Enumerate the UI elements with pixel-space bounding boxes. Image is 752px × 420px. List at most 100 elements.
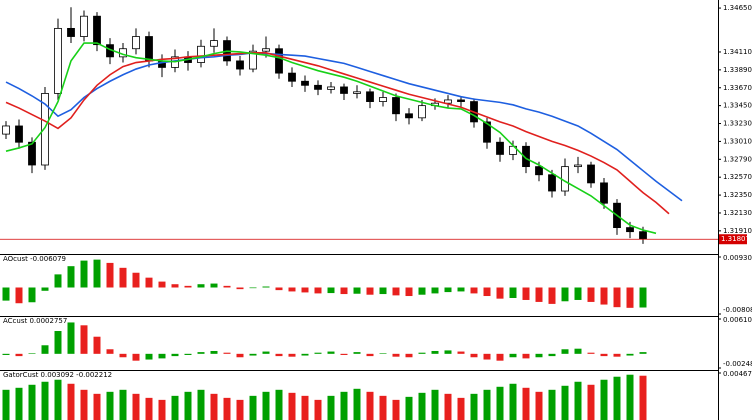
histogram-bar xyxy=(15,353,23,357)
histogram-bar xyxy=(314,399,322,420)
candle-body xyxy=(41,93,49,166)
histogram-bar xyxy=(457,287,465,292)
histogram-bar xyxy=(366,287,374,295)
histogram-bar xyxy=(262,391,270,420)
y-tick-label: 1.32790 xyxy=(723,155,752,163)
histogram-bar xyxy=(197,389,205,420)
histogram-bar xyxy=(132,393,140,420)
histogram-bar xyxy=(639,352,647,354)
histogram-bar xyxy=(431,350,439,354)
histogram-bar xyxy=(431,389,439,420)
histogram-bar xyxy=(236,399,244,420)
y-tick-label: 0.004670 xyxy=(723,370,752,378)
histogram-bar xyxy=(197,284,205,288)
histogram-bar xyxy=(444,350,452,354)
histogram-bar xyxy=(444,287,452,293)
histogram-bar xyxy=(41,345,49,354)
histogram-bar xyxy=(496,287,504,299)
histogram-bar xyxy=(145,397,153,420)
histogram-bar xyxy=(548,353,556,357)
histogram-bar xyxy=(314,352,322,354)
candle-body xyxy=(535,166,543,176)
histogram-bar xyxy=(535,391,543,420)
histogram-bar xyxy=(509,287,517,298)
histogram-bar xyxy=(132,353,140,361)
y-tick-label: 1.34110 xyxy=(723,48,752,56)
price-label-box xyxy=(719,234,747,245)
histogram-bar xyxy=(80,260,88,288)
histogram-bar xyxy=(275,353,283,357)
histogram-bar xyxy=(405,353,413,358)
candle-body xyxy=(2,125,10,135)
histogram-bar xyxy=(249,353,257,356)
histogram-bar xyxy=(509,383,517,420)
histogram-bar xyxy=(613,376,621,420)
histogram-bar xyxy=(496,386,504,420)
candle-body xyxy=(483,121,491,143)
histogram-bar xyxy=(587,384,595,420)
histogram-bar xyxy=(353,352,361,354)
candle-body xyxy=(67,27,75,37)
histogram-bar xyxy=(639,287,647,308)
histogram-bar xyxy=(340,391,348,420)
candle-body xyxy=(197,45,205,63)
alligator-line xyxy=(5,51,683,202)
histogram-bar xyxy=(223,397,231,420)
histogram-bar xyxy=(561,287,569,302)
histogram-bar xyxy=(366,353,374,357)
y-tick-label: 1.33230 xyxy=(723,120,752,128)
candle-body xyxy=(340,86,348,94)
histogram-bar xyxy=(366,391,374,420)
histogram-bar xyxy=(28,287,36,303)
histogram-bar xyxy=(158,399,166,420)
histogram-bar xyxy=(574,381,582,420)
histogram-bar xyxy=(171,284,179,288)
panel-title: GatorCust 0.003092 -0.002212 xyxy=(3,371,112,379)
histogram-bar xyxy=(249,287,257,289)
candle-body xyxy=(574,164,582,168)
histogram-bar xyxy=(54,331,62,354)
histogram-bar xyxy=(2,287,10,301)
histogram-bar xyxy=(483,287,491,297)
histogram-bar xyxy=(28,353,36,354)
histogram-bar xyxy=(106,391,114,420)
histogram-bar xyxy=(80,389,88,420)
histogram-bar xyxy=(418,352,426,354)
histogram-bar xyxy=(405,287,413,297)
histogram-bar xyxy=(600,353,608,357)
histogram-bar xyxy=(106,349,114,354)
histogram-bar xyxy=(522,287,530,300)
histogram-bar xyxy=(288,392,296,420)
histogram-bar xyxy=(535,353,543,358)
candle-body xyxy=(314,84,322,90)
histogram-bar xyxy=(93,393,101,420)
histogram-bar xyxy=(392,399,400,420)
histogram-bar xyxy=(119,267,127,288)
candle-body xyxy=(639,231,647,240)
histogram-bar xyxy=(210,350,218,354)
candle-body xyxy=(392,97,400,115)
histogram-bar xyxy=(80,325,88,354)
histogram-bar xyxy=(210,393,218,420)
histogram-bar xyxy=(392,353,400,357)
candle-body xyxy=(80,15,88,37)
histogram-bar xyxy=(288,287,296,292)
histogram-bar xyxy=(2,353,10,355)
candle-body xyxy=(548,174,556,192)
histogram-bar xyxy=(314,287,322,294)
histogram-bar xyxy=(301,287,309,293)
candle-body xyxy=(288,72,296,82)
alligator-line xyxy=(5,42,657,235)
histogram-bar xyxy=(379,395,387,420)
histogram-bar xyxy=(223,285,231,288)
histogram-bar xyxy=(548,389,556,420)
candle-body xyxy=(145,36,153,62)
y-tick-label: 1.33450 xyxy=(723,102,752,110)
histogram-bar xyxy=(470,393,478,420)
histogram-bar xyxy=(548,287,556,304)
histogram-bar xyxy=(639,375,647,420)
candle-body xyxy=(236,60,244,70)
candle-body xyxy=(262,48,270,52)
histogram-bar xyxy=(93,259,101,288)
histogram-bar xyxy=(483,389,491,420)
